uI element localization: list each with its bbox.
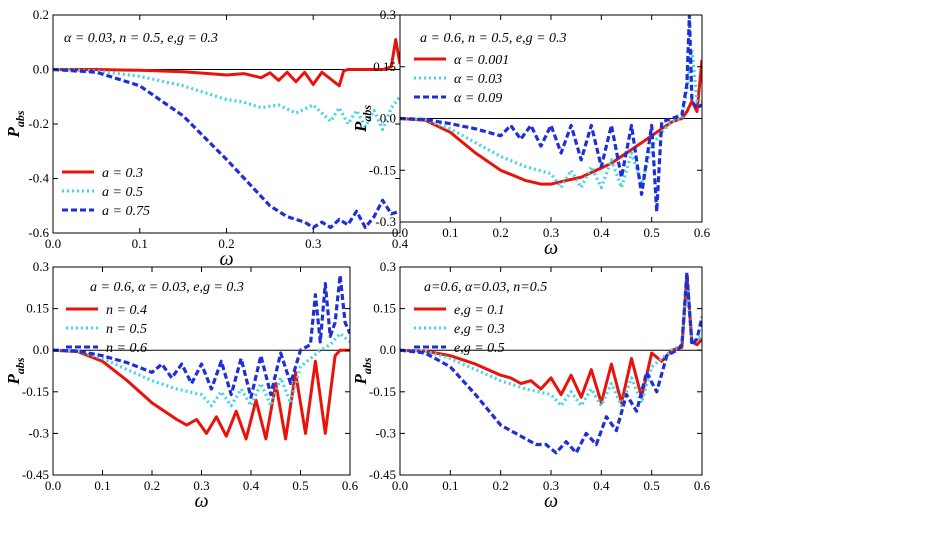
x-tick-label: 0.4 — [392, 236, 409, 251]
x-tick-label: 0.4 — [593, 478, 610, 493]
legend: α = 0.001 α = 0.03 α = 0.09 — [414, 53, 509, 106]
y-tick-label: 0.15 — [373, 59, 396, 74]
y-tick-label: -0.15 — [22, 384, 49, 399]
legend: e,g = 0.1 e,g = 0.3 e,g = 0.5 — [414, 303, 505, 356]
legend-label-2: n = 0.5 — [106, 322, 147, 337]
legend-label-1: n = 0.4 — [106, 303, 147, 318]
x-tick-label: 0.3 — [543, 478, 559, 493]
panel-annotation: a = 0.6, n = 0.5, e,g = 0.3 — [420, 31, 567, 46]
x-tick-label: 0.0 — [45, 236, 61, 251]
y-tick-label: 0.0 — [33, 342, 49, 357]
y-axis-label: Pabs — [351, 105, 374, 133]
y-tick-label: -0.15 — [369, 384, 396, 399]
y-tick-label: 0.3 — [380, 259, 396, 274]
y-tick-label: 0.2 — [33, 7, 49, 22]
x-tick-label: 0.1 — [94, 478, 110, 493]
y-tick-label: -0.3 — [28, 425, 49, 440]
panel-p3: 0.0 0.1 0.2 0.3 0.4 0.5 0.6 -0.45 -0.3 -0.15 0.0 0.… — [4, 259, 359, 512]
y-tick-label: 0.0 — [380, 111, 396, 126]
legend: a = 0.3 a = 0.5 a = 0.75 — [62, 166, 150, 219]
x-axis-label: ω — [544, 490, 558, 512]
plot-frame — [52, 266, 351, 476]
y-tick-label: 0.3 — [33, 259, 49, 274]
legend-label-3: n = 0.6 — [106, 341, 147, 356]
x-tick-label: 0.2 — [493, 225, 509, 240]
x-tick-label: 0.0 — [392, 478, 408, 493]
panel-p1: 0.0 0.1 0.2 0.3 0.4-0.6-0.4-0.20.00.2ωPabsα … — [4, 7, 409, 270]
y-tick-label: -0.6 — [28, 225, 49, 240]
legend-label-3: e,g = 0.5 — [454, 341, 505, 356]
plot-frame — [399, 266, 703, 476]
y-axis-label: Pabs — [351, 357, 374, 385]
legend-label-2: e,g = 0.3 — [454, 322, 505, 337]
y-tick-label: 0.0 — [33, 62, 49, 77]
panel-annotation: a = 0.6, α = 0.03, e,g = 0.3 — [90, 280, 244, 295]
legend-label-2: α = 0.03 — [454, 72, 502, 87]
x-tick-label: 0.6 — [694, 478, 711, 493]
series-line-2 — [400, 282, 702, 408]
legend-label-1: α = 0.001 — [454, 53, 509, 68]
x-tick-label: 0.6 — [342, 478, 359, 493]
x-tick-label: 0.1 — [132, 236, 148, 251]
legend-label-1: e,g = 0.1 — [454, 303, 505, 318]
panel-annotation: a=0.6, α=0.03, n=0.5 — [424, 280, 547, 295]
x-tick-label: 0.2 — [218, 236, 234, 251]
x-tick-label: 0.0 — [45, 478, 61, 493]
y-tick-label: -0.4 — [28, 171, 49, 186]
panel-p4: 0.0 0.1 0.2 0.3 0.4 0.5 0.6 -0.45 -0.3 -0.15 0.0 0.… — [351, 259, 711, 512]
x-axis-label: ω — [219, 248, 233, 270]
plot-frame — [52, 14, 401, 234]
y-tick-label: 0.3 — [380, 7, 396, 22]
y-tick-label: -0.3 — [375, 425, 396, 440]
x-tick-label: 0.1 — [442, 478, 458, 493]
y-tick-label: 0.15 — [26, 301, 49, 316]
series-line-2 — [53, 67, 400, 131]
x-tick-label: 0.6 — [694, 225, 711, 240]
x-tick-label: 0.2 — [144, 478, 160, 493]
x-axis-label: ω — [194, 490, 208, 512]
x-tick-label: 0.3 — [305, 236, 321, 251]
y-axis-label: Pabs — [4, 357, 27, 385]
y-tick-label: -0.2 — [28, 116, 49, 131]
y-axis-label: Pabs — [4, 110, 27, 138]
panel-p2: 0.0 0.1 0.2 0.3 0.4 0.5 0.6 -0.3 -0.15 0.0 0.15 0.3… — [351, 7, 711, 259]
y-tick-label: -0.15 — [369, 162, 396, 177]
x-tick-label: 0.5 — [292, 478, 308, 493]
series-line-2 — [53, 332, 350, 408]
series-line-3 — [400, 270, 702, 455]
series-line-3 — [53, 273, 350, 399]
y-tick-label: 0.15 — [373, 301, 396, 316]
legend-label-1: a = 0.3 — [102, 166, 143, 181]
x-tick-label: 0.5 — [644, 478, 660, 493]
series-line-3 — [53, 67, 400, 230]
y-tick-label: -0.45 — [22, 467, 49, 482]
x-tick-label: 0.2 — [493, 478, 509, 493]
x-tick-label: 0.3 — [543, 225, 559, 240]
x-tick-label: 0.5 — [644, 225, 660, 240]
x-axis-label: ω — [544, 237, 558, 259]
y-tick-label: -0.45 — [369, 467, 396, 482]
legend: n = 0.4 n = 0.5 n = 0.6 — [66, 303, 147, 356]
x-tick-label: 0.4 — [243, 478, 260, 493]
panel-annotation: α = 0.03, n = 0.5, e,g = 0.3 — [64, 31, 218, 46]
legend-label-3: α = 0.09 — [454, 91, 502, 106]
legend-label-2: a = 0.5 — [102, 185, 143, 200]
series-line-2 — [400, 47, 702, 190]
y-tick-label: -0.3 — [375, 214, 396, 229]
legend-label-3: a = 0.75 — [102, 204, 150, 219]
series-line-1 — [53, 348, 350, 441]
series-line-3 — [400, 15, 702, 214]
series-line-1 — [53, 38, 400, 88]
x-tick-label: 0.0 — [392, 225, 408, 240]
x-tick-label: 0.3 — [193, 478, 209, 493]
y-tick-label: 0.0 — [380, 342, 396, 357]
x-tick-label: 0.4 — [593, 225, 610, 240]
x-tick-label: 0.1 — [442, 225, 458, 240]
